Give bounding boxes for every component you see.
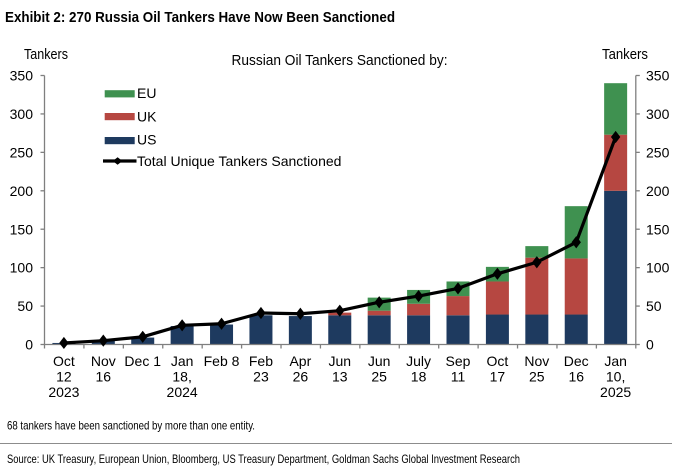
svg-text:US: US: [137, 132, 156, 148]
svg-text:50: 50: [17, 298, 33, 314]
svg-text:0: 0: [646, 337, 654, 353]
svg-text:2023: 2023: [48, 384, 79, 400]
svg-text:350: 350: [646, 68, 670, 84]
svg-text:18,: 18,: [172, 369, 191, 385]
svg-text:Total Unique Tankers Sanctione: Total Unique Tankers Sanctioned: [137, 153, 341, 169]
svg-text:Tankers: Tankers: [602, 46, 648, 63]
svg-text:200: 200: [646, 183, 670, 199]
svg-text:Exhibit 2: 270 Russia Oil Tank: Exhibit 2: 270 Russia Oil Tankers Have N…: [5, 9, 395, 26]
svg-text:250: 250: [646, 145, 670, 161]
svg-text:26: 26: [293, 369, 309, 385]
svg-text:Tankers: Tankers: [24, 46, 68, 63]
svg-text:Dec 1: Dec 1: [124, 353, 161, 369]
svg-text:12: 12: [56, 369, 72, 385]
svg-text:Jun: Jun: [328, 353, 351, 369]
svg-text:EU: EU: [137, 85, 156, 101]
svg-text:50: 50: [646, 298, 662, 314]
svg-text:25: 25: [371, 369, 387, 385]
svg-text:23: 23: [253, 369, 269, 385]
svg-text:Oct: Oct: [487, 353, 509, 369]
svg-text:Apr: Apr: [289, 353, 311, 369]
svg-text:13: 13: [332, 369, 348, 385]
svg-text:17: 17: [490, 369, 506, 385]
svg-text:2025: 2025: [600, 384, 631, 400]
svg-text:Nov: Nov: [91, 353, 116, 369]
svg-text:200: 200: [10, 183, 34, 199]
svg-text:Feb 8: Feb 8: [204, 353, 240, 369]
svg-text:18: 18: [411, 369, 427, 385]
svg-text:Jun: Jun: [368, 353, 391, 369]
svg-text:300: 300: [646, 106, 670, 122]
svg-text:Russian Oil Tankers Sanctioned: Russian Oil Tankers Sanctioned by:: [232, 52, 448, 69]
svg-text:Jan: Jan: [171, 353, 194, 369]
svg-text:2024: 2024: [167, 384, 198, 400]
svg-text:25: 25: [529, 369, 545, 385]
svg-text:0: 0: [25, 337, 33, 353]
svg-text:100: 100: [646, 260, 670, 276]
svg-text:250: 250: [10, 145, 34, 161]
svg-text:300: 300: [10, 106, 34, 122]
svg-text:68 tankers have been sanctione: 68 tankers have been sanctioned by more …: [7, 419, 255, 433]
svg-text:Oct: Oct: [53, 353, 75, 369]
svg-text:350: 350: [10, 68, 34, 84]
svg-text:150: 150: [10, 221, 34, 237]
svg-text:Jan: Jan: [604, 353, 627, 369]
svg-text:16: 16: [568, 369, 584, 385]
svg-text:10,: 10,: [606, 369, 625, 385]
svg-text:Dec: Dec: [564, 353, 589, 369]
svg-text:Nov: Nov: [524, 353, 549, 369]
svg-text:150: 150: [646, 221, 670, 237]
svg-text:July: July: [406, 353, 431, 369]
svg-text:16: 16: [96, 369, 112, 385]
svg-text:Sep: Sep: [446, 353, 471, 369]
svg-text:Feb: Feb: [249, 353, 273, 369]
svg-text:11: 11: [451, 369, 466, 385]
svg-text:Source: UK Treasury, European: Source: UK Treasury, European Union, Blo…: [7, 452, 520, 466]
svg-text:UK: UK: [137, 108, 157, 124]
svg-text:100: 100: [10, 260, 34, 276]
